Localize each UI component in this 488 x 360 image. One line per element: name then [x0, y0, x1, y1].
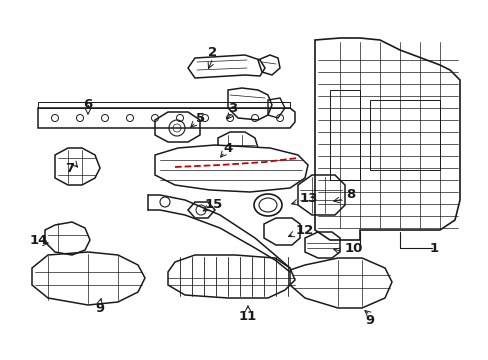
Text: 4: 4 [223, 141, 232, 154]
Ellipse shape [259, 198, 276, 212]
Text: 10: 10 [345, 242, 363, 255]
Text: 9: 9 [95, 302, 104, 315]
Text: 9: 9 [365, 314, 374, 327]
Polygon shape [155, 145, 307, 192]
Polygon shape [55, 148, 100, 185]
Polygon shape [314, 38, 459, 240]
Text: 12: 12 [295, 224, 314, 237]
Text: 8: 8 [346, 189, 354, 202]
Text: 3: 3 [227, 102, 237, 114]
Text: 11: 11 [238, 310, 257, 323]
Text: 15: 15 [204, 198, 223, 211]
Text: 13: 13 [299, 192, 318, 204]
Ellipse shape [253, 194, 282, 216]
Text: 2: 2 [208, 45, 217, 58]
Text: 14: 14 [30, 234, 48, 247]
Text: 7: 7 [65, 162, 74, 175]
Text: 1: 1 [429, 242, 438, 255]
Text: 5: 5 [196, 112, 204, 125]
Text: 6: 6 [83, 99, 92, 112]
